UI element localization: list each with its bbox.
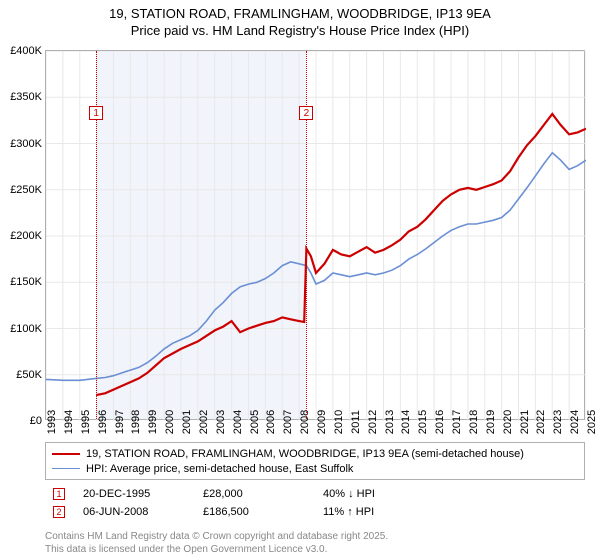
legend-swatch-price [52,453,80,455]
marker-box-1: 1 [89,106,103,120]
marker-box-2: 2 [299,106,313,120]
legend-series-box: 19, STATION ROAD, FRAMLINGHAM, WOODBRIDG… [45,442,585,480]
footer-attribution: Contains HM Land Registry data © Crown c… [45,531,388,556]
legend-marker-1: 1 [53,488,65,500]
legend-delta-2: 11% ↑ HPI [323,506,443,518]
title-line-1: 19, STATION ROAD, FRAMLINGHAM, WOODBRIDG… [0,6,600,23]
legend-price-1: £28,000 [203,488,323,500]
legend-sale-row-2: 2 06-JUN-2008 £186,500 11% ↑ HPI [45,503,585,521]
footer-line-2: This data is licensed under the Open Gov… [45,544,388,557]
legend-label-hpi: HPI: Average price, semi-detached house,… [86,463,353,475]
legend-delta-1: 40% ↓ HPI [323,488,443,500]
legend-series-1: 19, STATION ROAD, FRAMLINGHAM, WOODBRIDG… [52,446,578,461]
legend-marker-2: 2 [53,506,65,518]
title-line-2: Price paid vs. HM Land Registry's House … [0,23,600,40]
legend-price-2: £186,500 [203,506,323,518]
y-axis-label: £350K [10,91,42,103]
y-axis-label: £50K [16,369,42,381]
legend-label-price: 19, STATION ROAD, FRAMLINGHAM, WOODBRIDG… [86,448,524,460]
legend-date-1: 20-DEC-1995 [73,488,203,500]
series-price_paid [96,114,586,395]
legend: 19, STATION ROAD, FRAMLINGHAM, WOODBRIDG… [45,442,585,521]
y-axis-label: £0 [30,415,42,427]
y-axis-label: £200K [10,230,42,242]
legend-swatch-hpi [52,468,80,469]
y-axis-label: £400K [10,45,42,57]
legend-series-2: HPI: Average price, semi-detached house,… [52,461,578,476]
y-axis-label: £100K [10,323,42,335]
y-axis-label: £300K [10,138,42,150]
footer-line-1: Contains HM Land Registry data © Crown c… [45,531,388,544]
chart-plot-area: £0£50K£100K£150K£200K£250K£300K£350K£400… [45,50,585,420]
y-axis-label: £150K [10,276,42,288]
chart-title: 19, STATION ROAD, FRAMLINGHAM, WOODBRIDG… [0,0,600,42]
x-axis-label: 2025 [586,410,598,434]
y-axis-label: £250K [10,184,42,196]
legend-date-2: 06-JUN-2008 [73,506,203,518]
legend-sale-row-1: 1 20-DEC-1995 £28,000 40% ↓ HPI [45,485,585,503]
chart-svg [46,51,586,421]
